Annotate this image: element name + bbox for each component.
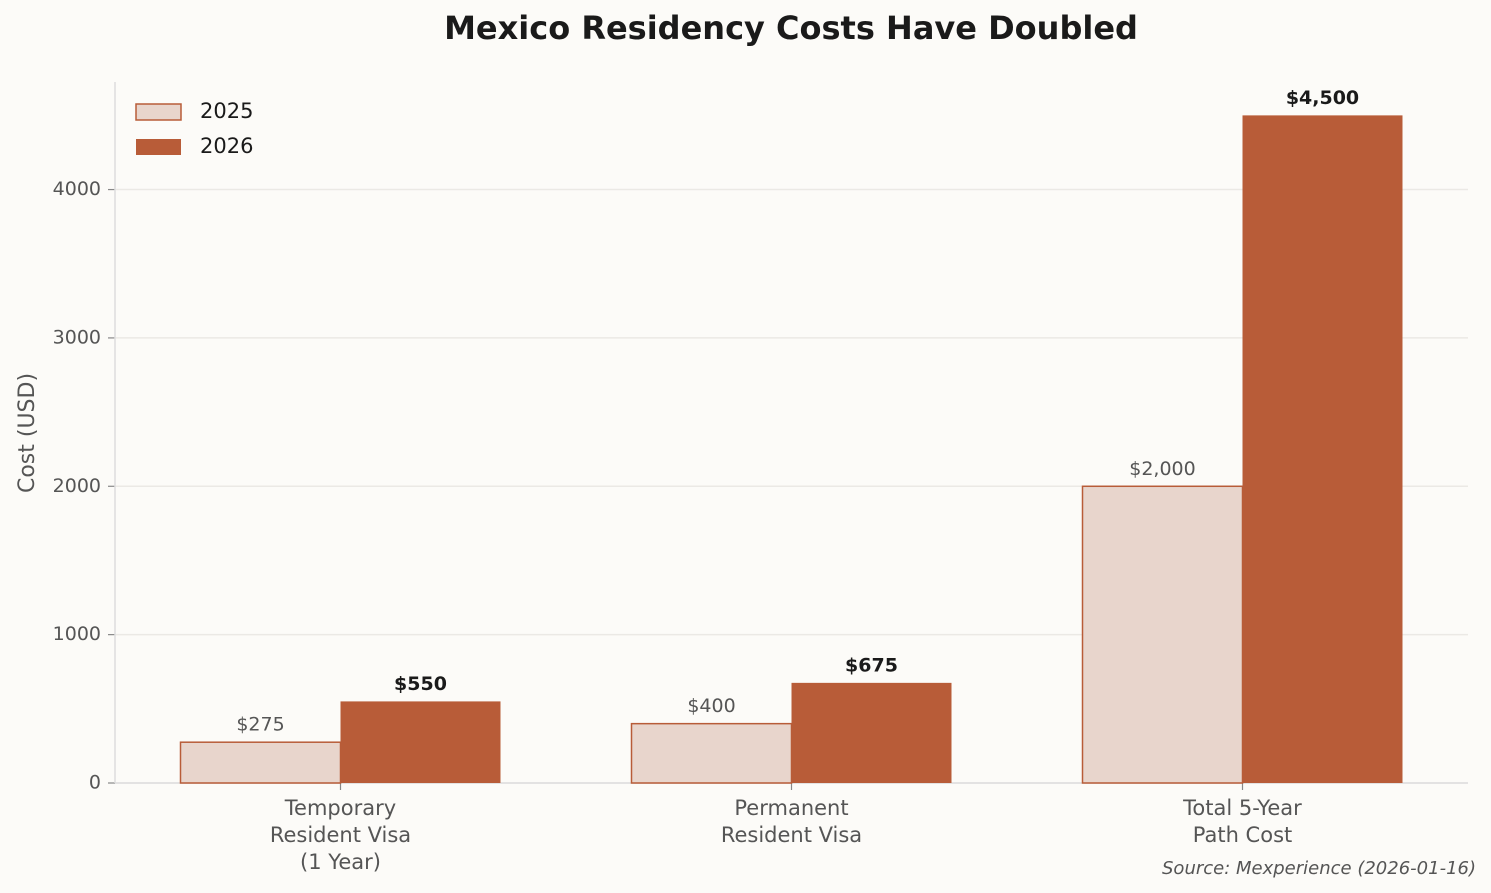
chart-title: Mexico Residency Costs Have Doubled [444, 9, 1138, 47]
value-label: $2,000 [1129, 458, 1195, 480]
y-tick-label: 3000 [53, 326, 101, 348]
x-tick-label: Temporary Resident Visa (1 Year) [270, 796, 411, 874]
bar [340, 701, 501, 783]
value-label: $550 [394, 673, 447, 695]
x-tick-label: Total 5-Year Path Cost [1182, 796, 1302, 847]
legend-swatch [136, 139, 181, 155]
value-label: $4,500 [1286, 87, 1359, 109]
bar [1081, 485, 1244, 784]
y-tick-label: 4000 [53, 178, 101, 200]
value-label: $400 [687, 695, 735, 717]
legend-swatch [135, 103, 182, 121]
y-tick-label: 1000 [53, 623, 101, 645]
y-tick-label: 0 [89, 772, 101, 794]
bar [630, 722, 793, 784]
value-label: $675 [845, 654, 898, 676]
legend-label: 2026 [200, 134, 253, 158]
bar [179, 741, 342, 784]
y-axis-label: Cost (USD) [15, 373, 40, 493]
y-tick-label: 2000 [53, 475, 101, 497]
bar [791, 682, 952, 783]
legend-label: 2025 [200, 99, 253, 123]
source-note: Source: Mexperience (2026-01-16) [1162, 858, 1476, 879]
x-tick-label: Permanent Resident Visa [721, 796, 862, 847]
bar [1242, 115, 1403, 783]
value-label: $275 [236, 714, 284, 736]
